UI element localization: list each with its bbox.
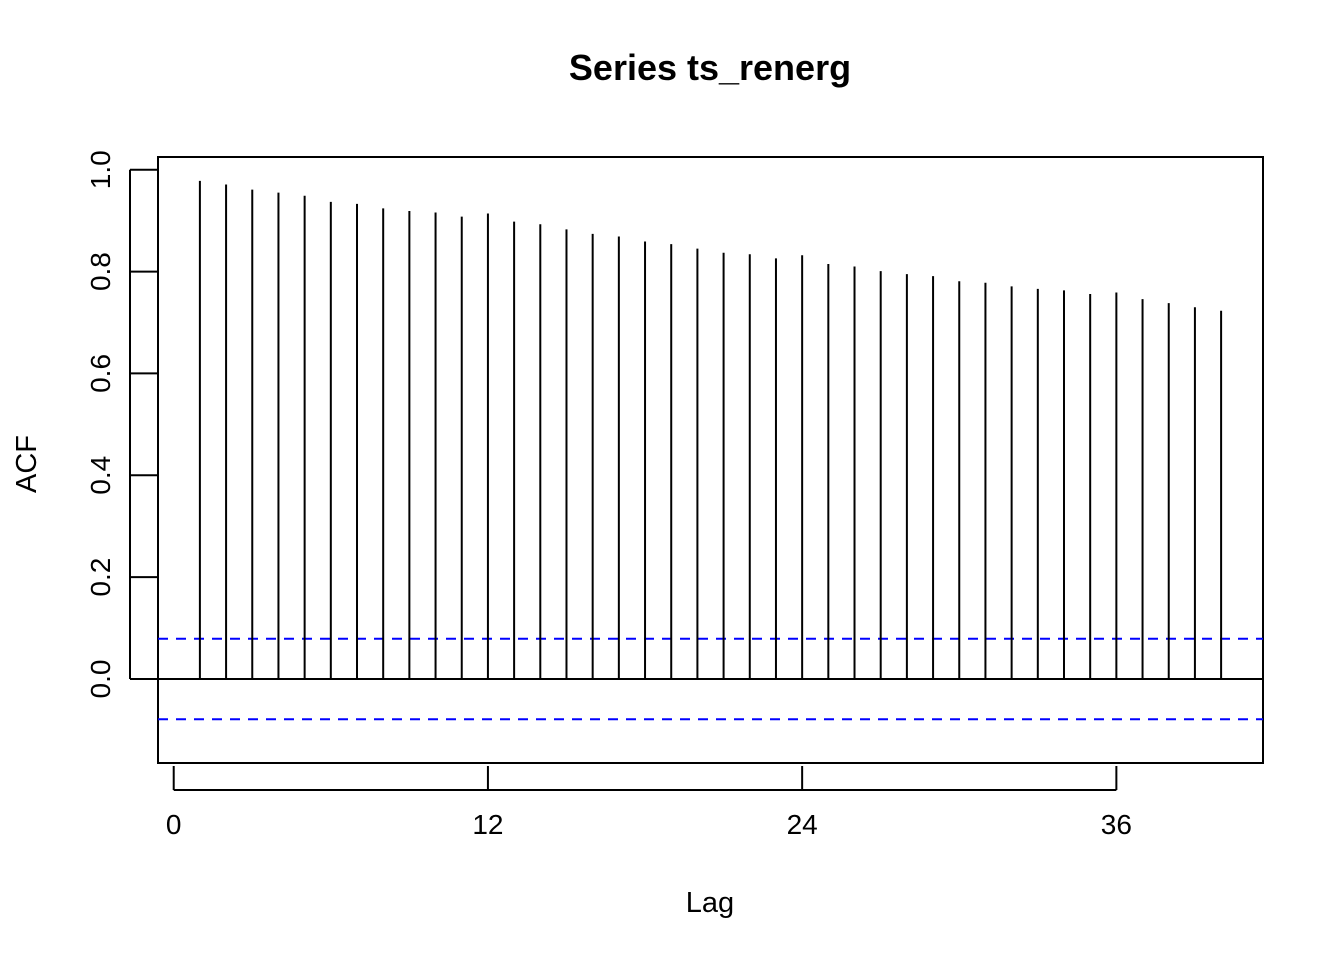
y-tick-label: 1.0	[85, 150, 116, 189]
chart-title: Series ts_renerg	[569, 47, 851, 88]
x-tick-label: 12	[472, 809, 503, 840]
confidence-bounds	[158, 637, 1263, 721]
x-tick-label: 24	[787, 809, 818, 840]
x-tick-label: 36	[1101, 809, 1132, 840]
y-tick-label: 0.8	[85, 252, 116, 291]
y-tick-label: 0.4	[85, 456, 116, 495]
y-axis-label: ACF	[11, 435, 43, 493]
x-tick-label: 0	[166, 809, 182, 840]
y-tick-label: 0.2	[85, 558, 116, 597]
y-axis: 0.0 0.2 0.4 0.6 0.8 1.0	[85, 150, 157, 698]
x-axis: 0 12 24 36	[166, 766, 1132, 840]
y-tick-label: 0.0	[85, 660, 116, 699]
x-axis-label: Lag	[686, 887, 734, 919]
acf-bars	[198, 180, 1223, 679]
y-tick-label: 0.6	[85, 354, 116, 393]
plot-area	[157, 156, 1264, 764]
plot-frame	[157, 156, 1264, 764]
